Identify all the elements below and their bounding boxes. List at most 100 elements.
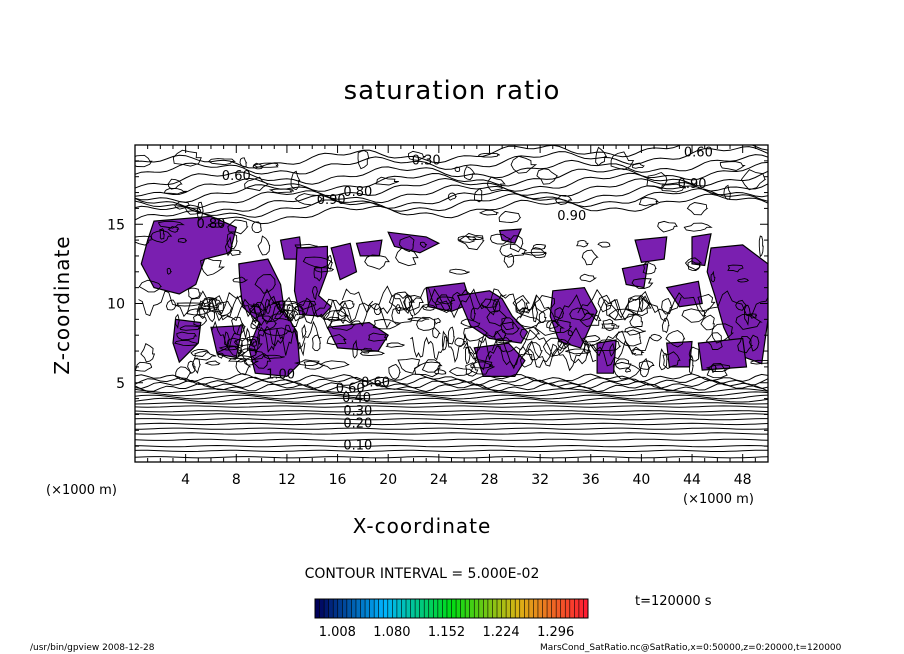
contour-line xyxy=(135,413,768,416)
contour-line xyxy=(519,294,682,324)
contour-loop xyxy=(449,268,470,275)
contour-loop xyxy=(686,202,709,216)
contour-loop xyxy=(422,304,437,311)
contour-line xyxy=(135,391,768,397)
chart-title: saturation ratio xyxy=(343,76,561,106)
contour-loop xyxy=(510,155,538,174)
colorbar-segment xyxy=(537,599,543,618)
contour-loop xyxy=(251,221,262,233)
contour-loop xyxy=(723,184,732,200)
contour-line xyxy=(135,178,768,209)
colorbar-segment xyxy=(460,599,466,618)
contour-loop xyxy=(293,359,321,367)
contour-loop xyxy=(624,367,632,373)
contour-loop xyxy=(737,335,754,354)
contour-loop xyxy=(326,255,333,270)
contour-line xyxy=(135,427,768,430)
contour-loop xyxy=(208,158,236,166)
colorbar-segment xyxy=(437,599,443,618)
contour-loop xyxy=(385,342,405,348)
contour-loop xyxy=(530,247,547,259)
supersaturation-region xyxy=(355,239,383,257)
contour-loop xyxy=(227,219,249,235)
contour-loop xyxy=(337,307,347,324)
colorbar-tick-label: 1.008 xyxy=(319,625,356,640)
contour-loop xyxy=(166,267,172,275)
contour-loop xyxy=(744,304,751,326)
contour-loop xyxy=(640,357,650,378)
contour-line xyxy=(250,301,391,330)
colorbar-segment xyxy=(478,599,484,618)
contour-line xyxy=(135,394,768,400)
contour-loop xyxy=(631,348,645,356)
contour-loop xyxy=(758,235,764,258)
colorbar-segment xyxy=(365,599,370,618)
contour-loop xyxy=(216,346,247,360)
contour-loop xyxy=(207,222,224,228)
colorbar-segment xyxy=(360,599,366,618)
contour-line xyxy=(379,288,538,319)
contour-loop xyxy=(681,308,707,323)
x-tick-label: 4 xyxy=(181,472,190,488)
contour-loop xyxy=(576,239,589,248)
contour-loop xyxy=(278,300,286,312)
colorbar-segment xyxy=(446,599,452,618)
contour-loop xyxy=(565,348,591,355)
colorbar-segment xyxy=(524,599,530,618)
contour-loop xyxy=(263,354,285,360)
contour-loop xyxy=(489,233,511,245)
contour-loop xyxy=(658,348,668,371)
x-tick-label: 48 xyxy=(734,472,752,488)
colorbar-segment xyxy=(387,599,393,618)
contour-label: 0.20 xyxy=(343,416,372,431)
contour-loop xyxy=(631,278,654,290)
contour-loop xyxy=(404,295,424,312)
contour-loop xyxy=(478,209,499,216)
colorbar-segment xyxy=(533,599,539,618)
contour-line xyxy=(135,410,768,413)
contour-loop xyxy=(554,307,565,320)
contour-loop xyxy=(662,351,681,370)
colorbar-segment xyxy=(497,599,502,618)
colorbar-segment xyxy=(492,599,498,618)
contour-loop xyxy=(224,236,233,257)
colorbar: 1.008 1.080 1.152 1.224 1.296 xyxy=(314,598,589,640)
contour-loop xyxy=(615,329,642,347)
colorbar-segment xyxy=(547,599,552,618)
contour-loop xyxy=(252,162,279,168)
contour-loop xyxy=(226,232,238,250)
supersaturation-region xyxy=(330,242,358,281)
contour-loop xyxy=(252,162,264,170)
contour-loop xyxy=(579,273,598,283)
contour-line xyxy=(135,373,768,383)
x-axis-label: X-coordinate xyxy=(352,514,492,538)
contour-line xyxy=(135,193,768,225)
contour-label: 0.90 xyxy=(317,193,346,208)
contour-loop xyxy=(175,366,193,380)
contour-loop xyxy=(261,301,285,323)
contour-loop xyxy=(174,339,198,346)
x-tick-label: 24 xyxy=(430,472,448,488)
colorbar-segment xyxy=(569,599,575,618)
contour-loop xyxy=(688,354,694,374)
contour-line xyxy=(135,402,768,405)
contour-loop xyxy=(661,183,687,193)
contour-loop xyxy=(697,293,716,312)
contour-loop xyxy=(631,162,645,169)
contour-loop xyxy=(597,241,611,248)
contour-loop xyxy=(719,161,746,171)
contour-loop xyxy=(649,333,663,342)
contour-loop xyxy=(683,222,713,232)
colorbar-tick-label: 1.080 xyxy=(373,625,410,640)
contour-loop xyxy=(457,235,478,243)
contour-loop xyxy=(499,243,527,258)
colorbar-segment xyxy=(396,599,402,618)
contour-line xyxy=(135,379,768,390)
contour-loop xyxy=(257,235,271,256)
colorbar-segment xyxy=(346,599,352,618)
contour-loop xyxy=(192,314,208,327)
contour-loop xyxy=(441,330,448,351)
contour-line xyxy=(135,154,768,189)
contour-loop xyxy=(232,276,249,284)
